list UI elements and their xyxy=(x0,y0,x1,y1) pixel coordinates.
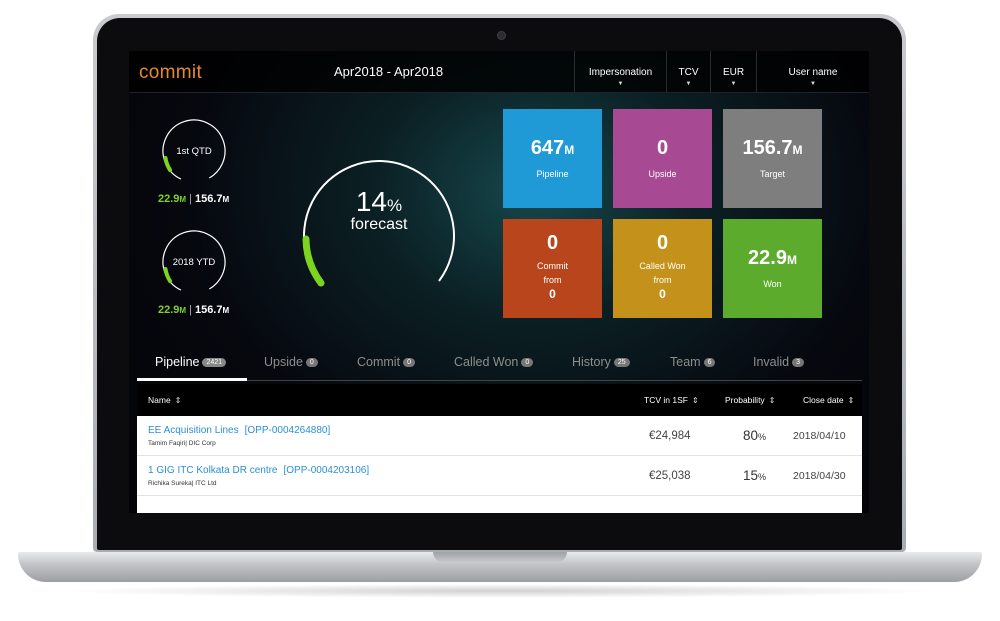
close-date-value: 2018/04/30 xyxy=(793,470,846,482)
ytd-won-value: 22.9M xyxy=(158,304,187,316)
camera-icon xyxy=(497,31,506,40)
qtd-won-value: 22.9M xyxy=(158,193,187,205)
tab-count-badge: 0 xyxy=(521,358,534,368)
tab-count-badge: 2421 xyxy=(202,358,227,368)
currency-label: EUR xyxy=(722,67,745,78)
tab-count-badge: 0 xyxy=(305,358,318,368)
pipeline-label: Pipeline xyxy=(536,169,569,179)
upside-value: 0 xyxy=(656,137,669,159)
user-menu[interactable]: User name ▼ xyxy=(756,51,869,93)
tab-bar: Pipeline 2421 Upside 0 Commit 0 Called Won 0… xyxy=(137,349,862,381)
won-value: 22.9M xyxy=(748,247,797,269)
forecast-gauge xyxy=(302,160,455,287)
table-row[interactable]: 1 GIG ITC Kolkata DR centre [OPP-00042031… xyxy=(137,456,862,496)
pipeline-value: 647M xyxy=(530,137,575,159)
qtd-gauge: 1st QTD xyxy=(161,118,227,184)
commit-label: Commit from 0 xyxy=(503,259,602,301)
commit-from-value: 0 xyxy=(549,287,556,301)
ytd-label: 2018 YTD xyxy=(172,256,216,268)
app-screen: commit Apr2018 - Apr2018 Impersonation ▼… xyxy=(129,51,869,513)
called-won-tile[interactable]: 0 Called Won from 0 xyxy=(613,219,712,318)
tcv-value: €25,038 xyxy=(649,470,691,482)
qtd-gauge-ring xyxy=(162,119,226,183)
period-selector[interactable]: Apr2018 - Apr2018 xyxy=(334,64,444,79)
app-logo[interactable]: commit xyxy=(139,62,203,83)
tab-upside[interactable]: Upside 0 xyxy=(264,355,318,369)
probability-value: 80% xyxy=(743,428,767,443)
close-date-value: 2018/04/10 xyxy=(793,430,846,442)
top-bar: commit Apr2018 - Apr2018 Impersonation ▼… xyxy=(129,51,869,93)
tcv-label: TCV xyxy=(678,67,699,78)
currency-dropdown[interactable]: EUR ▼ xyxy=(710,51,756,93)
won-tile[interactable]: 22.9M Won xyxy=(723,219,822,318)
forecast-percent: 14% xyxy=(355,186,403,217)
table-body: EE Acquisition Lines [OPP-0004264880] Tam… xyxy=(137,416,862,513)
called-won-from-value: 0 xyxy=(659,287,666,301)
opportunity-owner: Richika Sureka| ITC Ltd xyxy=(148,480,217,487)
target-value: 156.7M xyxy=(742,137,803,159)
tab-called-won[interactable]: Called Won 0 xyxy=(454,355,534,369)
impersonation-label: Impersonation xyxy=(588,67,653,78)
ytd-gauge: 2018 YTD xyxy=(161,229,227,295)
ytd-gauge-ring xyxy=(162,230,226,294)
active-tab-indicator xyxy=(137,378,247,381)
won-label: Won xyxy=(763,279,782,289)
chevron-down-icon: ▼ xyxy=(730,81,737,87)
tcv-value: €24,984 xyxy=(649,430,691,442)
tab-count-badge: 3 xyxy=(792,358,805,368)
sort-icon: ⇕ xyxy=(768,396,776,405)
sort-icon: ⇕ xyxy=(174,396,182,405)
tab-pipeline[interactable]: Pipeline 2421 xyxy=(155,355,227,369)
laptop-notch xyxy=(433,552,567,562)
name-column-header[interactable]: Name ⇕ xyxy=(148,395,182,405)
tab-team[interactable]: Team 6 xyxy=(670,355,716,369)
pipeline-tile[interactable]: 647M Pipeline xyxy=(503,109,602,208)
ytd-values: 22.9M | 156.7M xyxy=(158,304,230,316)
impersonation-dropdown[interactable]: Impersonation ▼ xyxy=(574,51,666,93)
chevron-down-icon: ▼ xyxy=(685,81,692,87)
called-won-label: Called Won from 0 xyxy=(613,259,712,301)
table-row[interactable]: EE Acquisition Lines [OPP-0004264880] Tam… xyxy=(137,416,862,456)
chevron-down-icon: ▼ xyxy=(810,81,816,87)
tcv-dropdown[interactable]: TCV ▼ xyxy=(666,51,710,93)
opportunity-link[interactable]: 1 GIG ITC Kolkata DR centre [OPP-00042031… xyxy=(148,465,370,476)
tab-invalid[interactable]: Invalid 3 xyxy=(753,355,805,369)
tab-history[interactable]: History 25 xyxy=(572,355,630,369)
ytd-target-value: 156.7M xyxy=(194,304,230,316)
chevron-down-icon: ▼ xyxy=(617,81,624,87)
probability-value: 15% xyxy=(743,468,767,483)
commit-tile[interactable]: 0 Commit from 0 xyxy=(503,219,602,318)
target-tile[interactable]: 156.7M Target xyxy=(723,109,822,208)
table-header: Name ⇕ TCV in 1SF ⇕ Probability ⇕ Close dat… xyxy=(137,384,862,416)
laptop-shadow xyxy=(60,584,940,598)
qtd-target-value: 156.7M xyxy=(194,193,230,205)
tcv-column-header[interactable]: TCV in 1SF ⇕ xyxy=(644,395,699,405)
upside-label: Upside xyxy=(648,169,677,179)
commit-value: 0 xyxy=(546,232,559,254)
target-label: Target xyxy=(759,169,785,179)
sort-icon: ⇕ xyxy=(691,396,699,405)
forecast-label-block: 14% forecast xyxy=(299,186,459,234)
qtd-label: 1st QTD xyxy=(176,145,212,157)
sort-icon: ⇕ xyxy=(847,396,855,405)
user-name: User name xyxy=(788,67,838,78)
opportunity-owner: Tamim Faqiri| DIC Corp xyxy=(148,440,216,447)
tab-count-badge: 6 xyxy=(703,358,716,368)
close-date-column-header[interactable]: Close date ⇕ xyxy=(803,395,855,405)
tab-count-badge: 25 xyxy=(613,358,630,368)
upside-tile[interactable]: 0 Upside xyxy=(613,109,712,208)
tab-count-badge: 0 xyxy=(403,358,415,368)
qtd-values: 22.9M | 156.7M xyxy=(158,193,230,205)
probability-column-header[interactable]: Probability ⇕ xyxy=(725,395,776,405)
forecast-label: forecast xyxy=(350,216,408,233)
tab-commit[interactable]: Commit 0 xyxy=(357,355,415,369)
opportunity-link[interactable]: EE Acquisition Lines [OPP-0004264880] xyxy=(148,425,331,436)
called-won-value: 0 xyxy=(656,232,669,254)
